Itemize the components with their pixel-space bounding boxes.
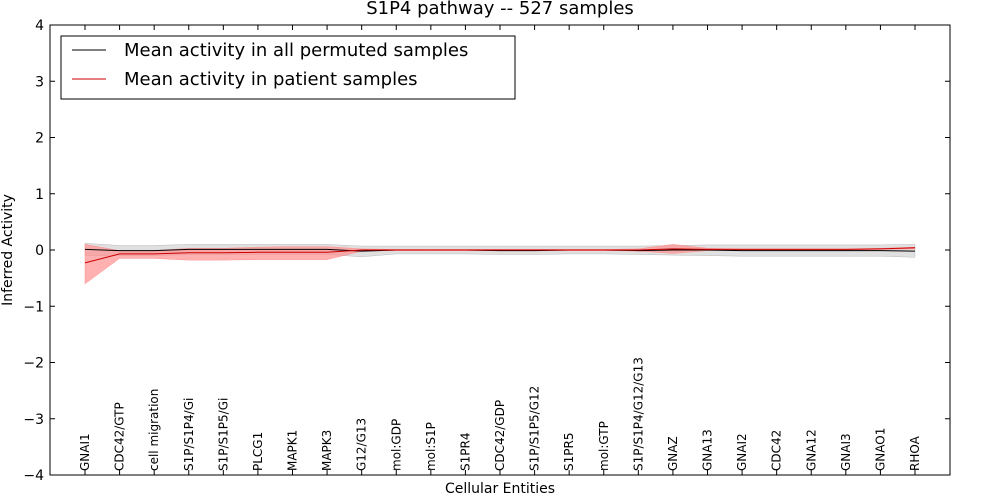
y-tick-label: −1 bbox=[23, 299, 44, 315]
x-tick-label: S1PR4 bbox=[458, 433, 472, 471]
x-tick-label: GNAI3 bbox=[839, 433, 853, 471]
x-tick-label: mol:GTP bbox=[597, 421, 611, 471]
x-axis: GNAI1 CDC42/GTP cell migration S1P/S1P4/Gi S… bbox=[78, 25, 922, 475]
band-series-1 bbox=[84, 244, 916, 285]
x-axis-label: Cellular Entities bbox=[445, 481, 555, 497]
y-tick-label: 4 bbox=[35, 18, 44, 34]
y-tick-label: 1 bbox=[35, 187, 44, 203]
x-tick-label: CDC42 bbox=[770, 430, 784, 471]
x-tick-label: GNAO1 bbox=[873, 428, 887, 471]
legend: Mean activity in all permuted samples Me… bbox=[60, 35, 516, 100]
x-tick-label: GNAI2 bbox=[735, 433, 749, 471]
x-tick-label: GNAI1 bbox=[78, 433, 92, 471]
y-tick-label: 3 bbox=[35, 74, 44, 90]
x-tick-label: S1P/S1P5/Gi bbox=[216, 398, 230, 471]
y-tick-label: −2 bbox=[23, 356, 44, 372]
chart-title: S1P4 pathway -- 527 samples bbox=[366, 0, 634, 19]
x-tick-label: S1P/S1P4/Gi bbox=[182, 398, 196, 471]
legend-frame bbox=[60, 35, 516, 100]
y-tick-label: −4 bbox=[23, 468, 44, 484]
x-tick-label: MAPK1 bbox=[286, 430, 300, 471]
x-tick-label: MAPK3 bbox=[320, 430, 334, 471]
x-tick-label: GNA13 bbox=[701, 429, 715, 471]
x-tick-label: PLCG1 bbox=[251, 432, 265, 471]
x-tick-label: mol:GDP bbox=[389, 419, 403, 471]
x-tick-label: CDC42/GDP bbox=[493, 400, 507, 471]
legend-entry-permuted: Mean activity in all permuted samples bbox=[124, 40, 468, 61]
line-series-1 bbox=[84, 247, 916, 264]
y-axis: −4 −3 −2 −1 0 1 2 3 4 bbox=[23, 18, 950, 484]
x-tick-label: CDC42/GTP bbox=[113, 402, 127, 471]
x-tick-label: GNAZ bbox=[666, 436, 680, 471]
x-tick-label: G12/G13 bbox=[355, 418, 369, 471]
x-tick-label: GNA12 bbox=[804, 429, 818, 471]
legend-entry-patient: Mean activity in patient samples bbox=[124, 69, 418, 90]
x-tick-label: RHOA bbox=[908, 435, 922, 471]
y-tick-label: 0 bbox=[35, 243, 44, 259]
y-axis-label: Inferred Activity bbox=[0, 194, 16, 306]
line-series-0 bbox=[84, 248, 916, 252]
x-tick-label: mol:S1P bbox=[424, 422, 438, 471]
x-tick-label: S1P/S1P5/G12 bbox=[528, 386, 542, 471]
series-lines bbox=[84, 247, 916, 264]
x-tick-label: cell migration bbox=[147, 389, 161, 471]
y-tick-label: 2 bbox=[35, 131, 44, 147]
x-tick-label: S1P/S1P4/G12/G13 bbox=[631, 357, 645, 471]
y-tick-label: −3 bbox=[23, 412, 44, 428]
x-tick-label: S1PR5 bbox=[562, 433, 576, 471]
